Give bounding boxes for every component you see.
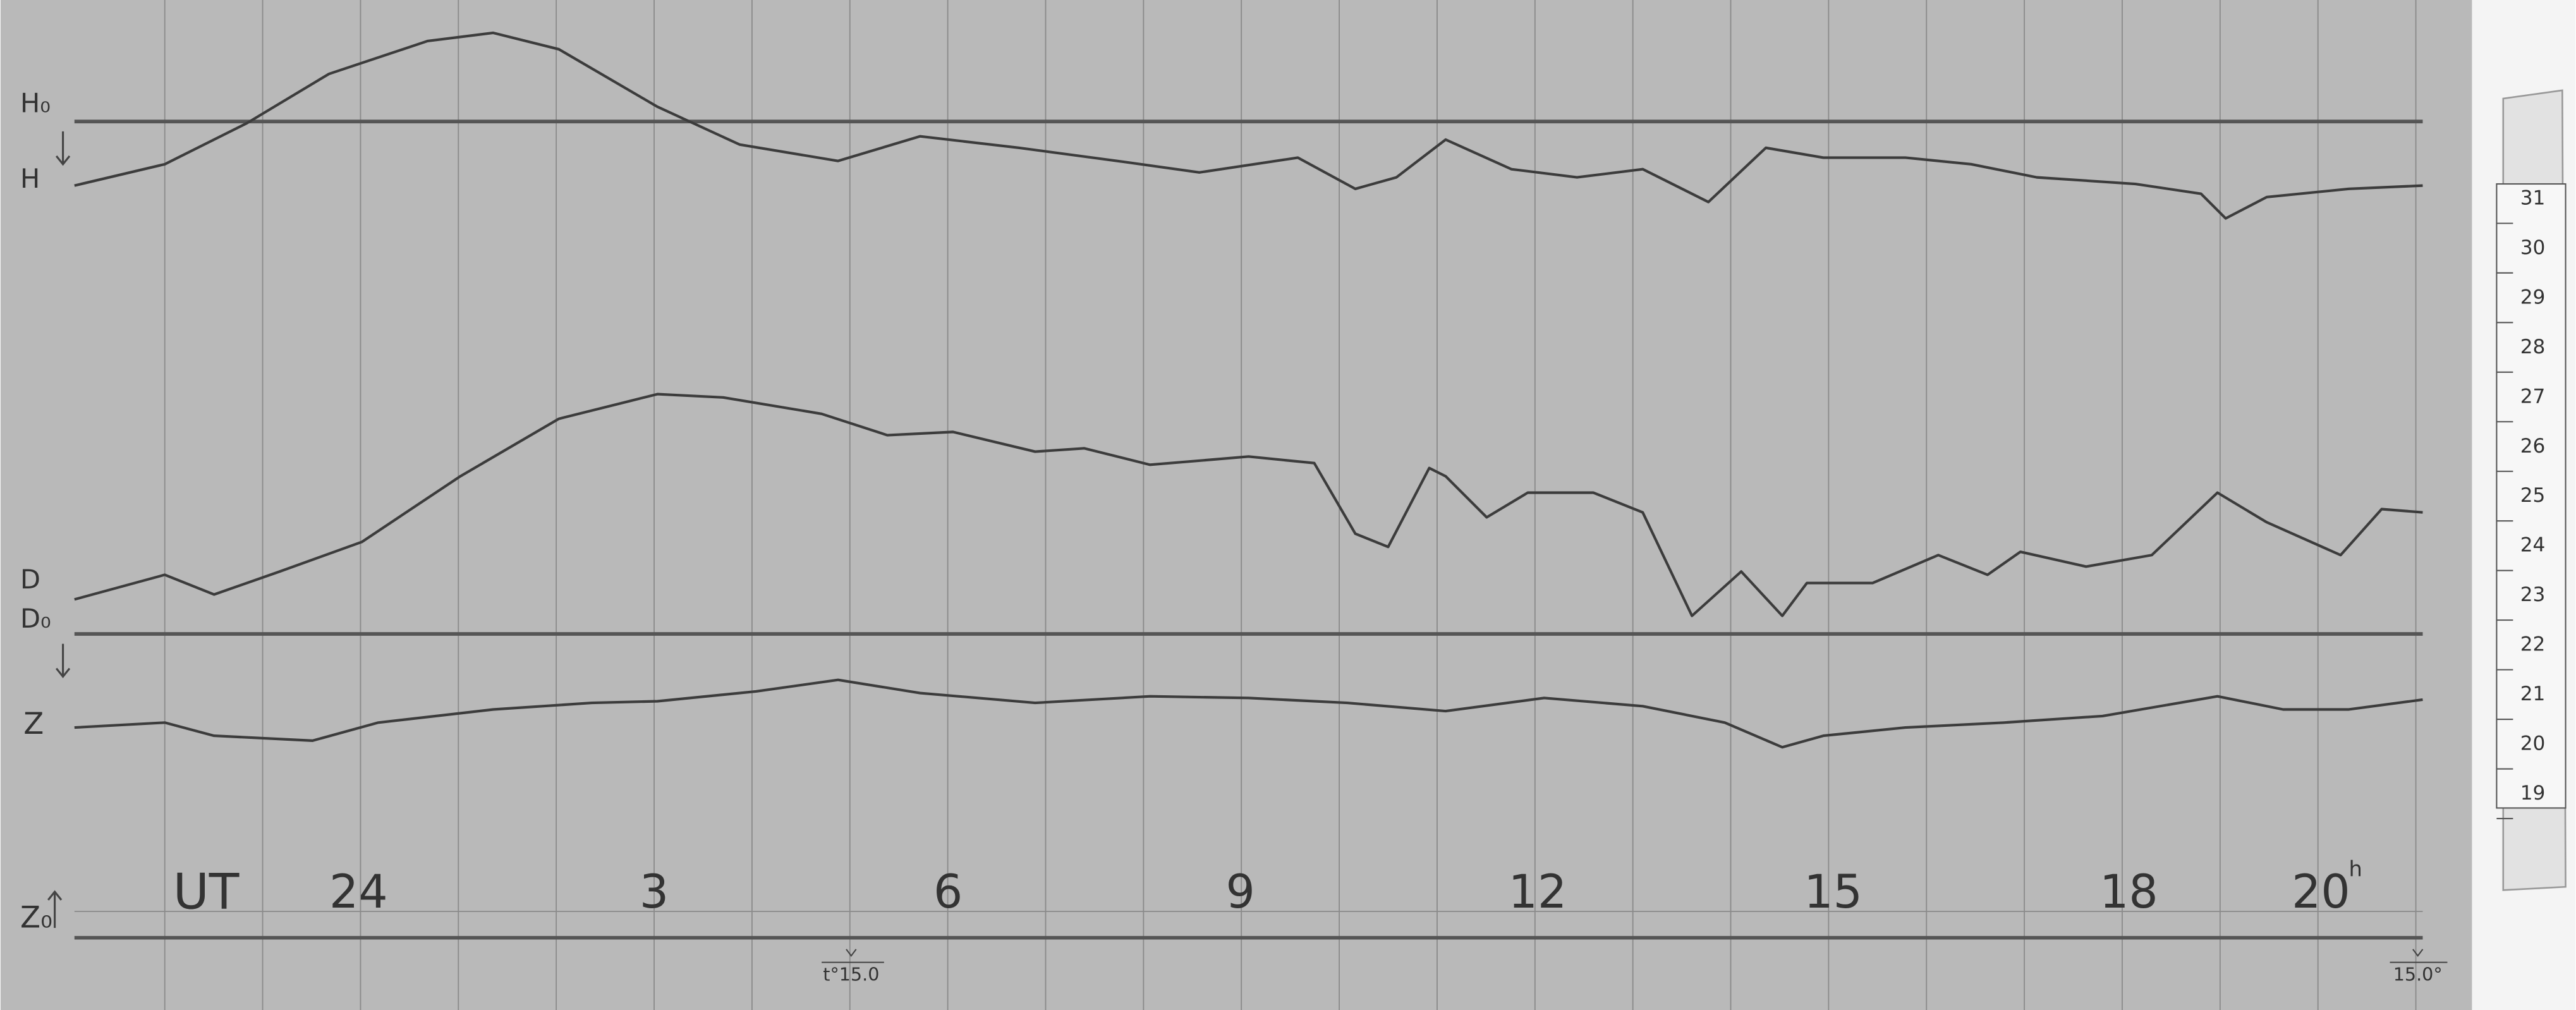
- scale-labels: 31 30 29 28 27 26 25 24 23 22 21 20 19: [2496, 186, 2546, 820]
- scale-label: 19: [2520, 782, 2546, 805]
- scale-label: 31: [2520, 186, 2546, 209]
- hour-label: 12: [1509, 865, 1567, 919]
- scale-label: 30: [2520, 236, 2546, 259]
- scale-label: 22: [2520, 633, 2546, 656]
- trace-label: D₀: [20, 603, 51, 634]
- hour-label: 6: [933, 865, 963, 919]
- scale-label: 23: [2520, 583, 2546, 606]
- scale-label: 29: [2520, 286, 2546, 308]
- hour-grid: [164, 0, 2417, 1010]
- hour-label: 15: [1804, 865, 1862, 919]
- scale: [2496, 183, 2567, 809]
- scale-label: 20: [2520, 733, 2546, 755]
- trace-label: H: [20, 163, 40, 194]
- trace-label: Z₀: [20, 901, 52, 935]
- hour-label: 9: [1225, 865, 1255, 919]
- z-trace: [74, 678, 2423, 749]
- hour-mark: h: [2349, 857, 2362, 882]
- hour-labels: 24 3 6 9 12 15 18 20h: [329, 857, 2362, 919]
- scale-label: 27: [2520, 385, 2546, 408]
- time-unit: UT: [173, 864, 240, 921]
- temperature-mark: t°15.0: [823, 963, 879, 985]
- scale-label: 28: [2520, 336, 2546, 358]
- paper: [0, 0, 2472, 1010]
- scale-label: 24: [2520, 534, 2546, 557]
- hour-label: 20: [2292, 865, 2350, 919]
- temperature-mark: 15.0°: [2393, 963, 2443, 985]
- scale-label: 25: [2520, 484, 2546, 507]
- hour-label: 3: [640, 865, 669, 919]
- trace-label: D: [20, 564, 40, 595]
- direction-arrows: [47, 131, 71, 928]
- hour-label: 24: [329, 865, 388, 919]
- trace-label: H₀: [20, 87, 51, 118]
- trace-label: Z: [23, 707, 44, 741]
- h-trace: [74, 31, 2423, 220]
- scale-label: 26: [2520, 435, 2546, 458]
- temperature-ticks: [822, 949, 2448, 963]
- scale-label: 21: [2520, 683, 2546, 705]
- hour-label: 18: [2099, 865, 2158, 919]
- d-trace: [74, 392, 2423, 618]
